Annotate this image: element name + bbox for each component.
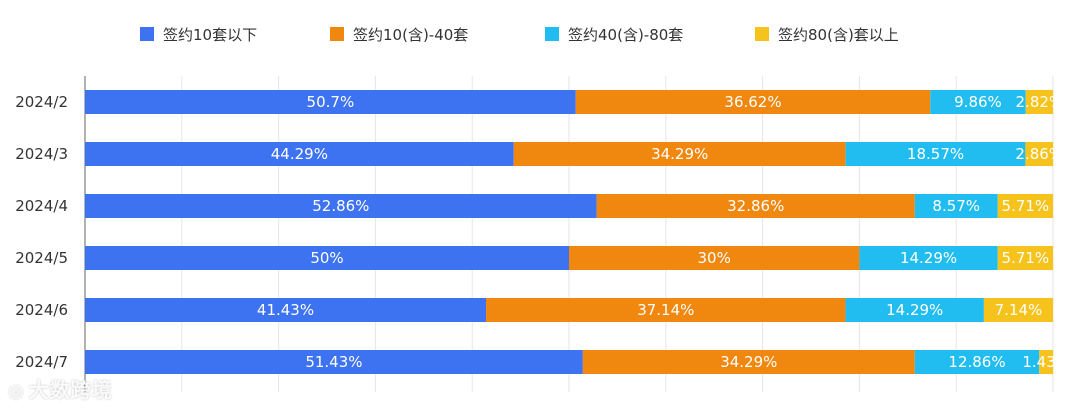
category-tick-label: 2024/6	[15, 301, 68, 319]
bar-segment[interactable]	[596, 194, 915, 218]
data-label: 14.29%	[886, 301, 943, 319]
category-tick-label: 2024/5	[15, 249, 68, 267]
bar-segment[interactable]	[859, 246, 998, 270]
bar-segment[interactable]	[983, 298, 1053, 322]
data-label: 18.57%	[907, 145, 964, 163]
bar-segment[interactable]	[845, 142, 1026, 166]
bar-segment[interactable]	[1025, 90, 1053, 114]
legend-item[interactable]: 签约10套以下	[140, 26, 257, 44]
bar-segment[interactable]	[1039, 350, 1054, 374]
data-label: 2.86%	[1015, 145, 1063, 163]
bar-segment[interactable]	[486, 298, 846, 322]
data-label: 2.82%	[1016, 93, 1064, 111]
data-label: 1.43%	[1022, 353, 1070, 371]
category-tick-label: 2024/7	[15, 353, 68, 371]
data-label: 52.86%	[312, 197, 369, 215]
data-label: 51.43%	[305, 353, 362, 371]
bar-segment[interactable]	[914, 194, 998, 218]
watermark-logo-icon: ◎	[8, 381, 25, 402]
data-label: 5.71%	[1002, 249, 1050, 267]
data-label: 36.62%	[724, 93, 781, 111]
category-tick-label: 2024/4	[15, 197, 68, 215]
category-tick-label: 2024/3	[15, 145, 68, 163]
legend-item[interactable]: 签约40(含)-80套	[545, 26, 683, 44]
legend-label: 签约10套以下	[163, 26, 257, 44]
bar-segment[interactable]	[845, 298, 984, 322]
grid-lines	[84, 76, 1054, 392]
legend-label: 签约10(含)-40套	[353, 26, 468, 44]
watermark-text: 大数跨境	[28, 378, 113, 402]
data-label: 12.86%	[948, 353, 1005, 371]
bar-segment[interactable]	[85, 298, 487, 322]
data-label: 14.29%	[900, 249, 957, 267]
data-label: 9.86%	[954, 93, 1002, 111]
data-label: 8.57%	[932, 197, 980, 215]
bar-segment[interactable]	[569, 246, 860, 270]
data-label: 50%	[310, 249, 343, 267]
data-label: 34.29%	[720, 353, 777, 371]
legend-label: 签约80(含)套以上	[778, 26, 899, 44]
data-label: 32.86%	[727, 197, 784, 215]
legend: 签约10套以下 签约10(含)-40套 签约40(含)-80套 签约80(含)套以上	[140, 26, 899, 44]
data-label: 7.14%	[995, 301, 1043, 319]
bar-segment[interactable]	[85, 90, 576, 114]
bar-segment[interactable]	[85, 246, 569, 270]
bar-segment[interactable]	[1025, 142, 1054, 166]
bar-segment[interactable]	[85, 142, 514, 166]
legend-swatch	[140, 27, 154, 41]
bars	[85, 90, 1054, 374]
watermark: ◎ 大数跨境	[8, 374, 113, 403]
bar-segment[interactable]	[930, 90, 1026, 114]
bar-segment[interactable]	[914, 350, 1040, 374]
data-labels: 50.7% 36.62% 9.86% 2.82% 44.29% 34.29% 18.57% 2…	[257, 93, 1070, 371]
legend-swatch	[330, 27, 344, 41]
bar-segment[interactable]	[85, 350, 583, 374]
data-label: 30%	[698, 249, 731, 267]
bar-segment[interactable]	[85, 194, 597, 218]
legend-item[interactable]: 签约10(含)-40套	[330, 26, 468, 44]
data-label: 41.43%	[257, 301, 314, 319]
legend-item[interactable]: 签约80(含)套以上	[755, 26, 899, 44]
data-label: 34.29%	[651, 145, 708, 163]
data-label: 37.14%	[637, 301, 694, 319]
category-axis: 2024/2 2024/3 2024/4 2024/5 2024/6 2024/7	[15, 93, 68, 371]
bar-segment[interactable]	[997, 246, 1053, 270]
legend-swatch	[545, 27, 559, 41]
bar-segment[interactable]	[513, 142, 846, 166]
data-label: 5.71%	[1002, 197, 1050, 215]
bar-segment[interactable]	[582, 350, 915, 374]
data-label: 44.29%	[271, 145, 328, 163]
bar-segment[interactable]	[997, 194, 1053, 218]
data-label: 50.7%	[307, 93, 355, 111]
category-tick-label: 2024/2	[15, 93, 68, 111]
legend-label: 签约40(含)-80套	[568, 26, 683, 44]
legend-swatch	[755, 27, 769, 41]
bar-segment[interactable]	[575, 90, 931, 114]
